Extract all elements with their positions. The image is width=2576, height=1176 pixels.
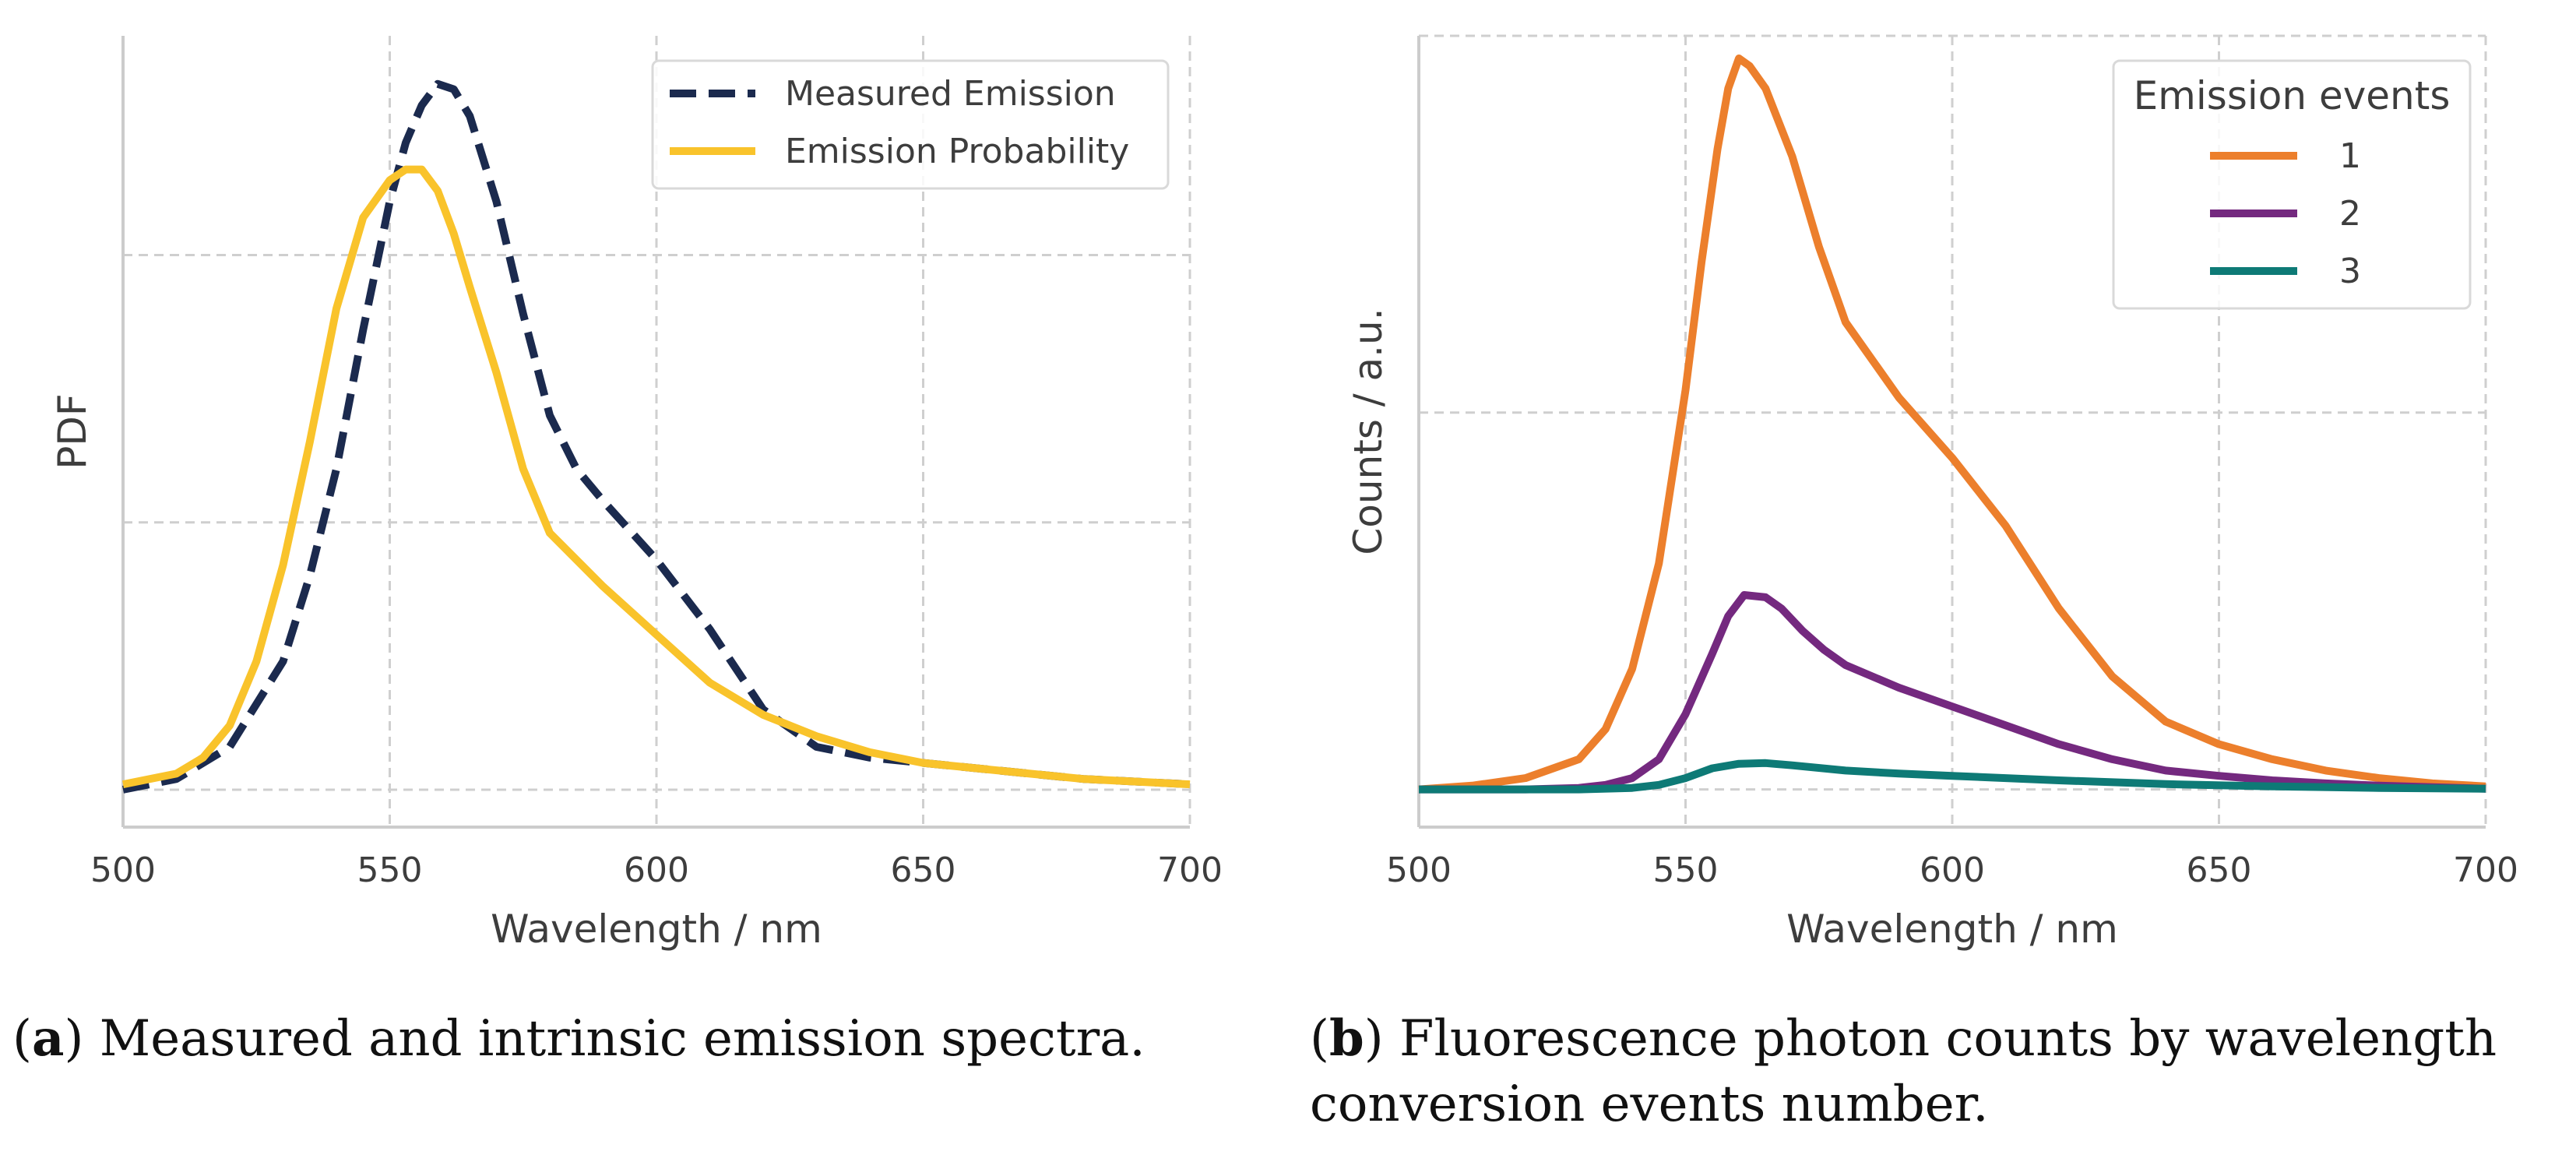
panel-b-legend: Emission events 1 2 3 (2112, 59, 2472, 310)
panel-b-ylabel: Counts / a.u. (1346, 308, 1391, 555)
panel-b-xtick-500: 500 (1386, 850, 1452, 890)
panel-b-xtick-700: 700 (2453, 850, 2518, 890)
caption-b-label: b (1328, 1009, 1364, 1068)
panel-a-xlabel: Wavelength / nm (491, 907, 822, 952)
panel-b-chart: 500 550 600 650 700 Wavelength / nm Counts / a… (1346, 34, 2518, 952)
panel-b-xtick-550: 550 (1653, 850, 1719, 890)
panel-b-xtick-600: 600 (1920, 850, 1985, 890)
panel-a-xtick-550: 550 (357, 850, 423, 890)
panel-b-legend-label-3: 3 (2339, 252, 2361, 291)
panel-a-xtick-500: 500 (90, 850, 156, 890)
panel-a-series-line-2 (122, 165, 1191, 789)
caption-b-line2: conversion events number. (1310, 1076, 1989, 1133)
panel-a-legend-frame (651, 59, 1170, 190)
panel-b-xlabel: Wavelength / nm (1786, 907, 2118, 952)
panel-b-legend-label-2: 2 (2339, 194, 2361, 234)
panel-a-xtick-700: 700 (1157, 850, 1223, 890)
panel-a-legend-label-1: Measured Emission (785, 74, 1116, 114)
panel-a-xtick-650: 650 (891, 850, 956, 890)
caption-b-line1: Fluorescence photon counts by wavelength (1399, 1010, 2497, 1068)
panel-a-ylabel: PDF (50, 393, 95, 469)
panel-b-series-line-1 (1418, 55, 2486, 794)
panel-b-legend-title: Emission events (2134, 73, 2451, 118)
caption-b: (b) Fluorescence photon counts by wavele… (1310, 1009, 2497, 1068)
panel-a-chart: 500 550 600 650 700 Wavelength / nm PDF Measure… (50, 36, 1223, 952)
panel-a-legend: Measured Emission Emission Probability (651, 59, 1170, 190)
panel-a-xtick-600: 600 (624, 850, 689, 890)
panel-b-series-line-3 (1419, 759, 2486, 794)
caption-a-text: Measured and intrinsic emission spectra. (99, 1010, 1145, 1068)
panel-b-legend-label-1: 1 (2339, 136, 2361, 176)
panel-a-legend-label-2: Emission Probability (785, 132, 1129, 171)
panel-b-series-line-2 (1419, 591, 2486, 794)
caption-b-second-line: conversion events number. (1310, 1072, 1989, 1137)
panel-b-xtick-650: 650 (2187, 850, 2252, 890)
panel-b-legend-frame (2112, 59, 2472, 310)
caption-a: (a) Measured and intrinsic emission spec… (12, 1009, 1145, 1068)
caption-a-label: a (31, 1009, 65, 1068)
